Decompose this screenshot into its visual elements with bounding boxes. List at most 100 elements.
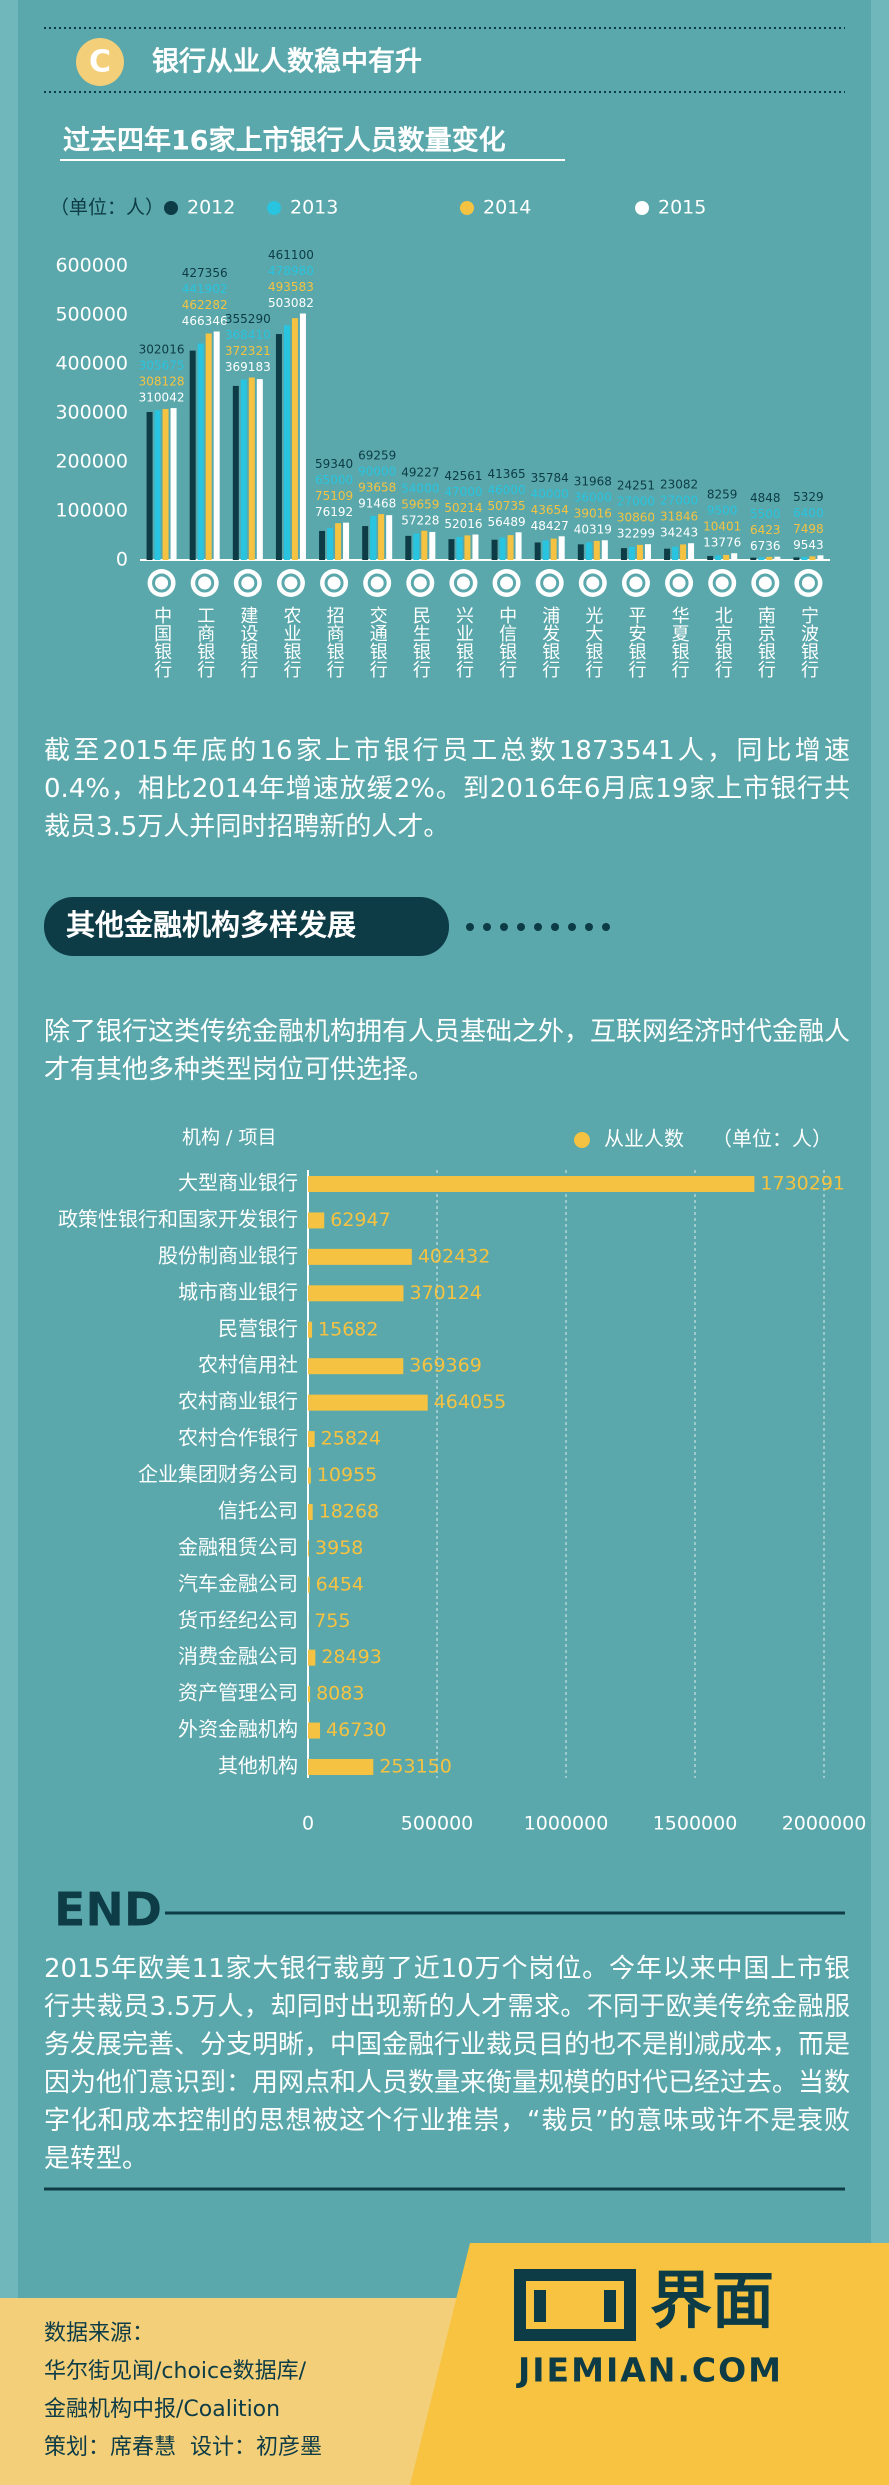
bar: [319, 530, 326, 560]
value-label: 461100: [268, 248, 314, 262]
bar: [162, 409, 169, 560]
bank-icon-ring: [540, 573, 560, 593]
bank-icon: [751, 569, 780, 597]
bar: [585, 542, 592, 560]
bar: [335, 523, 342, 560]
bar: [283, 325, 290, 560]
bank-icon: [794, 569, 823, 597]
bank-icon-ring: [755, 573, 775, 593]
bank-icon-ring: [583, 573, 603, 593]
value-label: 369183: [225, 360, 271, 374]
value-label: 302016: [139, 343, 185, 357]
bar: [507, 535, 514, 560]
y-tick-label: 农村合作银行: [178, 1426, 298, 1450]
bar: [362, 526, 369, 560]
value-label: 30860: [617, 511, 655, 525]
value-label: 3958: [315, 1537, 363, 1559]
legend-dot: [164, 201, 178, 215]
bar: [499, 537, 506, 560]
bar: [688, 543, 695, 560]
bar: [817, 555, 824, 560]
bar: [421, 530, 428, 560]
section-title: 其他金融机构多样发展: [66, 908, 356, 942]
bar: [793, 557, 800, 560]
value-label: 5500: [750, 507, 781, 521]
value-label: 43654: [531, 503, 569, 517]
value-label: 48427: [531, 519, 569, 533]
value-label: 39016: [574, 507, 612, 521]
bar: [275, 334, 282, 560]
bar: [448, 539, 455, 560]
y-tick-label: 农村商业银行: [178, 1389, 298, 1413]
value-label: 27000: [617, 495, 655, 509]
value-label: 47000: [444, 485, 482, 499]
y-tick-label: 货币经纪公司: [178, 1608, 298, 1632]
bar: [542, 540, 549, 560]
legend-dot: [267, 201, 281, 215]
x-tick-label: 中国银行: [151, 606, 172, 678]
bank-icon-ring: [626, 573, 646, 593]
x-tick-label: 浦发银行: [539, 606, 560, 678]
value-label: 76192: [315, 505, 353, 519]
y-tick-label: 600000: [55, 255, 128, 277]
bank-icon-ring: [281, 573, 301, 593]
credits: 策划：席春慧 设计：初彦墨: [44, 2435, 322, 2460]
bar: [491, 539, 498, 560]
bar: [308, 1285, 404, 1302]
value-label: 402432: [418, 1245, 491, 1267]
value-label: 59659: [401, 497, 439, 511]
unit-label: （单位：人）: [712, 1127, 832, 1151]
value-label: 54000: [401, 481, 439, 495]
y-tick-label: 大型商业银行: [178, 1171, 298, 1195]
value-label: 23082: [660, 478, 698, 492]
x-tick-label: 兴业银行: [453, 606, 474, 678]
y-tick-label: 0: [116, 549, 128, 571]
logo-panel: [410, 2243, 889, 2485]
banner: [44, 897, 449, 956]
bar: [766, 556, 773, 560]
value-label: 91468: [358, 497, 396, 511]
bank-icon: [320, 569, 349, 597]
bar: [731, 553, 738, 560]
bar: [308, 1467, 311, 1484]
value-label: 28493: [321, 1646, 381, 1668]
bar: [413, 533, 420, 560]
bar: [628, 546, 635, 560]
value-label: 31846: [660, 510, 698, 524]
value-label: 50214: [444, 501, 482, 515]
bar: [256, 379, 263, 560]
value-label: 253150: [379, 1756, 452, 1778]
value-label: 755: [314, 1610, 350, 1632]
x-tick-label: 宁波银行: [798, 606, 819, 678]
bar: [308, 1576, 310, 1593]
bar: [774, 556, 781, 560]
legend-label: 2014: [483, 197, 531, 219]
bar: [593, 540, 600, 560]
bar: [327, 528, 334, 560]
value-label: 6736: [750, 539, 781, 553]
section-title: 银行从业人数稳中有升: [152, 46, 422, 78]
bar: [308, 1759, 374, 1775]
x-tick-label: 光大银行: [582, 606, 603, 678]
y-tick-label: 民营银行: [218, 1316, 298, 1340]
value-label: 441902: [182, 282, 228, 296]
unit-label: （单位：人）: [50, 197, 164, 219]
bar: [248, 377, 255, 560]
bar: [291, 318, 298, 560]
bank-icon-ring: [367, 573, 387, 593]
banner-dots: [466, 923, 610, 931]
bank-icon-ring: [669, 573, 689, 593]
bar: [750, 557, 757, 560]
legend-dot: [635, 201, 649, 215]
y-tick-label: 企业集团财务公司: [138, 1462, 298, 1486]
x-tick-label: 北京银行: [712, 606, 733, 678]
value-label: 49227: [401, 465, 439, 479]
y-tick-label: 300000: [55, 402, 128, 424]
bar: [456, 536, 463, 560]
value-label: 8259: [707, 488, 738, 502]
y-tick-label: 金融租赁公司: [178, 1535, 298, 1559]
value-label: 42561: [444, 469, 482, 483]
legend-dot: [574, 1132, 590, 1148]
value-label: 493583: [268, 280, 314, 294]
